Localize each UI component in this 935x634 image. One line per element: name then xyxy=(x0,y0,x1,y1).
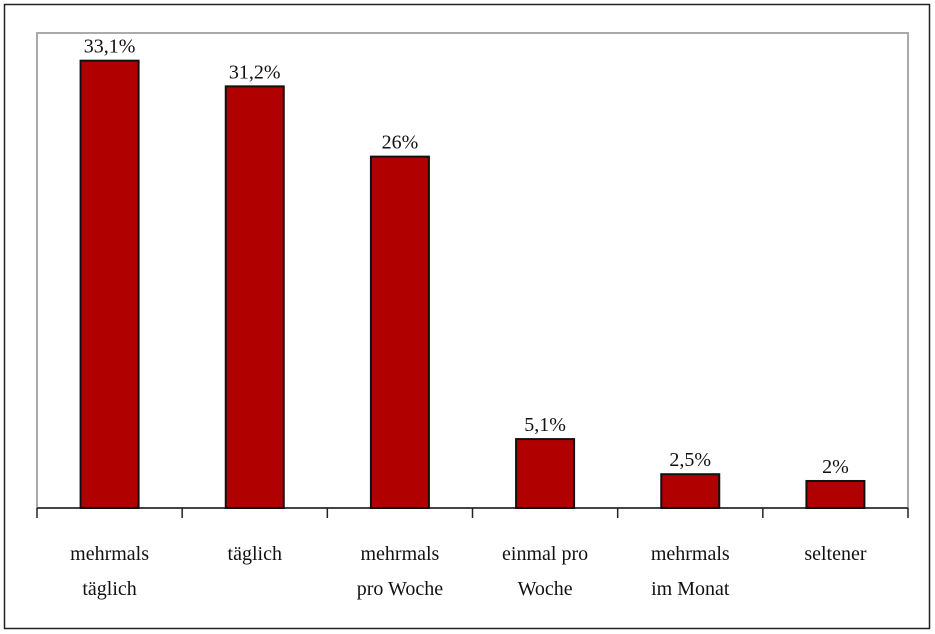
value-label: 31,2% xyxy=(229,61,281,83)
x-tick-label: täglich xyxy=(228,543,282,565)
bar xyxy=(515,438,576,510)
outer-frame xyxy=(3,3,931,630)
value-label: 33,1% xyxy=(84,36,136,58)
x-tick-label: täglich xyxy=(82,578,136,600)
bar xyxy=(224,85,285,510)
x-tick-label: im Monat xyxy=(651,578,730,600)
bar xyxy=(805,479,866,510)
x-tick-label: Woche xyxy=(518,578,573,600)
x-tick-label: mehrmals xyxy=(651,543,730,565)
bar xyxy=(369,155,430,509)
x-tick-label: mehrmals xyxy=(360,543,439,565)
x-tick-label: einmal pro xyxy=(502,543,588,565)
x-tick-label: seltener xyxy=(804,543,867,565)
bar xyxy=(660,473,721,510)
value-label: 26% xyxy=(382,132,419,154)
value-label: 5,1% xyxy=(524,414,566,436)
bar xyxy=(79,59,140,509)
value-label: 2,5% xyxy=(669,449,711,471)
x-tick-label: pro Woche xyxy=(357,578,443,600)
value-label: 2% xyxy=(822,456,849,478)
x-tick-label: mehrmals xyxy=(70,543,149,565)
